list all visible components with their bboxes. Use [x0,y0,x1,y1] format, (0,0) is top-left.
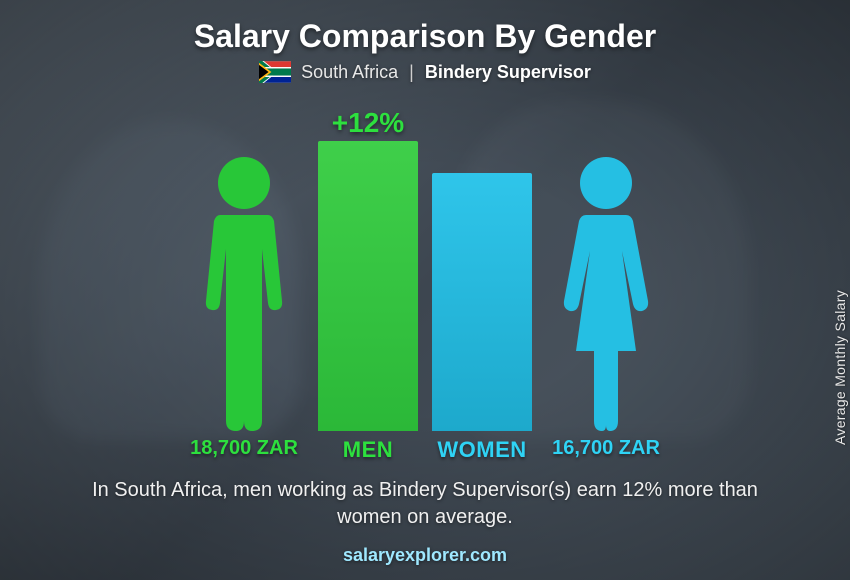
subtitle: South Africa | Bindery Supervisor [301,62,591,83]
flag-icon [259,61,291,83]
page-title: Salary Comparison By Gender [194,18,656,55]
labels-row: 18,700 ZAR MEN WOMEN 16,700 ZAR [30,437,820,463]
women-bar [432,173,532,431]
women-salary-label: 16,700 ZAR [546,437,666,463]
summary-text: In South Africa, men working as Bindery … [65,477,785,531]
women-category-label: WOMEN [432,437,532,463]
chart-area: +12% [30,87,820,431]
male-figure-icon [184,151,304,431]
men-bar: +12% [318,141,418,431]
chart-inner: +12% [184,121,666,431]
subtitle-row: South Africa | Bindery Supervisor [259,61,591,83]
men-salary-label: 18,700 ZAR [184,437,304,463]
pct-diff-label: +12% [332,107,404,139]
female-figure-icon [546,151,666,431]
infographic-container: Salary Comparison By Gender [0,0,850,580]
yaxis-label: Average Monthly Salary [832,290,848,445]
men-category-label: MEN [318,437,418,463]
country-text: South Africa [301,62,398,82]
footer-source: salaryexplorer.com [343,545,507,566]
separator: | [409,62,414,82]
job-title-text: Bindery Supervisor [425,62,591,82]
